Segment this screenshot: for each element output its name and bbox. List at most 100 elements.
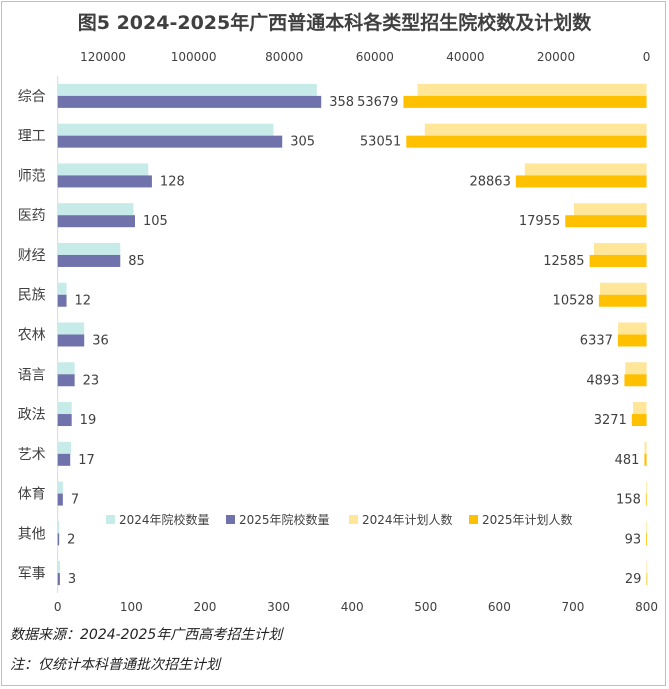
source-note: 数据来源：2024-2025年广西高考招生计划 <box>10 627 283 643</box>
top-axis-tick: 60000 <box>356 50 394 64</box>
bar-2025-plan <box>406 135 647 148</box>
category-label: 民族 <box>18 288 46 304</box>
category-label: 综合 <box>18 89 46 105</box>
chart-title: 图5 2024-2025年广西普通本科各类型招生院校数及计划数 <box>77 12 592 34</box>
category-label: 语言 <box>18 367 46 383</box>
data-label-2025-plan: 3271 <box>594 413 627 428</box>
bar-2025-plan <box>646 573 648 586</box>
bottom-axis-tick: 800 <box>635 600 658 614</box>
bar-2025-schools <box>57 414 72 427</box>
data-label-2025-plan: 29 <box>625 572 642 587</box>
data-label-2025-plan: 12585 <box>543 254 584 269</box>
data-label-2025-schools: 2 <box>67 532 75 547</box>
bar-2024-schools <box>57 282 67 295</box>
category-label: 艺术 <box>18 447 46 463</box>
legend-label: 2024年计划人数 <box>362 512 453 527</box>
category-label: 师范 <box>18 167 46 184</box>
category-label: 体育 <box>18 487 46 503</box>
top-axis-tick: 80000 <box>265 50 303 64</box>
bar-2024-plan <box>573 203 647 216</box>
data-label-2025-schools: 3 <box>68 572 76 587</box>
scope-note: 注：仅统计本科普通批次招生计划 <box>10 657 220 673</box>
bar-2025-plan <box>646 533 647 546</box>
data-label-2025-schools: 19 <box>80 413 97 428</box>
data-label-2025-schools: 17 <box>78 453 95 468</box>
legend-swatch <box>469 515 478 524</box>
data-label-2025-schools: 36 <box>92 334 109 349</box>
bottom-axis-tick: 700 <box>562 600 585 614</box>
bar-2025-schools <box>57 374 75 387</box>
category-label: 政法 <box>18 407 46 423</box>
bar-2025-plan <box>515 175 647 188</box>
bar-2024-schools <box>57 441 71 454</box>
legend-label: 2025年院校数量 <box>239 512 330 527</box>
legend-label: 2024年院校数量 <box>119 512 210 527</box>
bar-2025-plan <box>589 254 647 267</box>
bar-2024-plan <box>594 242 647 255</box>
bar-2024-plan <box>424 123 647 136</box>
data-label-2025-schools: 85 <box>128 254 145 269</box>
data-label-2025-schools: 305 <box>290 135 315 150</box>
data-label-2025-schools: 105 <box>143 214 168 229</box>
bar-2025-schools <box>57 334 85 347</box>
data-label-2025-schools: 12 <box>75 294 92 309</box>
data-label-2025-plan: 53679 <box>357 95 398 110</box>
category-label: 医药 <box>18 208 46 224</box>
bar-2025-schools <box>57 573 60 586</box>
bar-2025-plan <box>565 215 647 228</box>
data-label-2025-schools: 358 <box>329 95 354 110</box>
top-axis-tick: 0 <box>643 50 651 64</box>
data-label-2025-plan: 28863 <box>469 174 510 189</box>
bar-2024-plan <box>646 561 648 574</box>
bar-2025-plan <box>617 334 647 347</box>
top-axis-tick: 40000 <box>446 50 484 64</box>
bottom-axis-tick: 400 <box>341 600 364 614</box>
bottom-axis-tick: 200 <box>193 600 216 614</box>
data-label-2025-plan: 53051 <box>360 135 401 150</box>
data-label-2025-schools: 128 <box>160 174 185 189</box>
bar-2024-plan <box>599 282 647 295</box>
bar-2025-schools <box>57 254 121 267</box>
bar-2024-schools <box>57 83 317 96</box>
bar-2025-schools <box>57 215 135 228</box>
bar-2024-schools <box>57 362 75 375</box>
category-label: 理工 <box>18 129 46 145</box>
data-label-2025-plan: 93 <box>625 532 642 547</box>
bar-2025-plan <box>598 294 647 307</box>
legend-label: 2025年计划人数 <box>482 512 573 527</box>
bar-2024-schools <box>57 322 85 335</box>
data-label-2025-plan: 158 <box>616 493 641 508</box>
bar-2025-schools <box>57 533 60 546</box>
bar-2024-schools <box>57 123 274 136</box>
legend-swatch <box>226 515 235 524</box>
bar-2025-schools <box>57 95 322 108</box>
data-label-2025-plan: 4893 <box>586 373 619 388</box>
bar-2025-schools <box>57 135 283 148</box>
bar-2025-plan <box>644 453 647 466</box>
bar-2025-schools <box>57 294 67 307</box>
data-label-2025-schools: 23 <box>83 373 100 388</box>
top-axis-tick: 120000 <box>80 50 126 64</box>
bar-2024-plan <box>417 83 647 96</box>
bar-2025-plan <box>624 374 647 387</box>
data-label-2025-plan: 17955 <box>519 214 560 229</box>
bottom-axis-tick: 600 <box>488 600 511 614</box>
category-label: 军事 <box>18 566 46 582</box>
data-label-2025-schools: 7 <box>71 493 79 508</box>
bar-2024-plan <box>524 163 647 176</box>
category-label: 农林 <box>18 328 46 344</box>
bar-2024-schools <box>57 402 72 415</box>
bar-2025-plan <box>631 414 647 427</box>
bar-2024-plan <box>625 362 647 375</box>
top-axis-tick: 20000 <box>537 50 575 64</box>
bar-2024-plan <box>646 521 647 534</box>
bar-2024-schools <box>57 203 134 216</box>
bar-2024-plan <box>644 441 647 454</box>
bar-2025-schools <box>57 453 71 466</box>
bar-2024-plan <box>633 402 647 415</box>
bar-2024-plan <box>645 481 647 494</box>
bar-2024-schools <box>57 242 121 255</box>
bar-2024-schools <box>57 521 60 534</box>
